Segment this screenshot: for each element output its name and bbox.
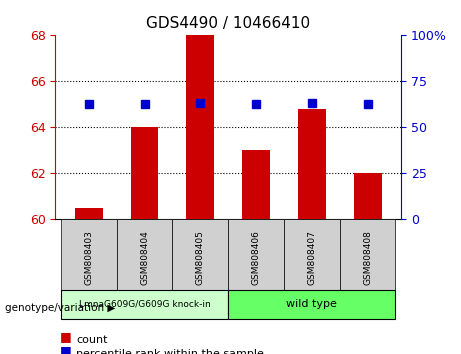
Text: GSM808406: GSM808406 — [252, 230, 260, 285]
FancyBboxPatch shape — [117, 219, 172, 290]
FancyBboxPatch shape — [284, 219, 340, 290]
Text: LmnaG609G/G609G knock-in: LmnaG609G/G609G knock-in — [79, 300, 210, 309]
Text: GSM808403: GSM808403 — [84, 230, 93, 285]
FancyBboxPatch shape — [340, 219, 396, 290]
Text: GSM808407: GSM808407 — [307, 230, 316, 285]
Bar — [186, 35, 214, 219]
Bar — [298, 109, 326, 219]
Text: genotype/variation ▶: genotype/variation ▶ — [5, 303, 115, 313]
FancyBboxPatch shape — [61, 219, 117, 290]
Text: ■: ■ — [60, 330, 71, 343]
Text: count: count — [76, 335, 107, 345]
FancyBboxPatch shape — [228, 219, 284, 290]
Text: GSM808404: GSM808404 — [140, 230, 149, 285]
Bar — [242, 150, 270, 219]
Bar — [130, 127, 159, 219]
Text: ■: ■ — [60, 344, 71, 354]
Text: wild type: wild type — [286, 299, 337, 309]
FancyBboxPatch shape — [61, 290, 228, 319]
FancyBboxPatch shape — [172, 219, 228, 290]
Text: GSM808405: GSM808405 — [196, 230, 205, 285]
Bar — [75, 208, 103, 219]
Text: GSM808408: GSM808408 — [363, 230, 372, 285]
Text: percentile rank within the sample: percentile rank within the sample — [76, 349, 264, 354]
FancyBboxPatch shape — [228, 290, 396, 319]
Bar — [354, 173, 382, 219]
Title: GDS4490 / 10466410: GDS4490 / 10466410 — [146, 16, 310, 32]
